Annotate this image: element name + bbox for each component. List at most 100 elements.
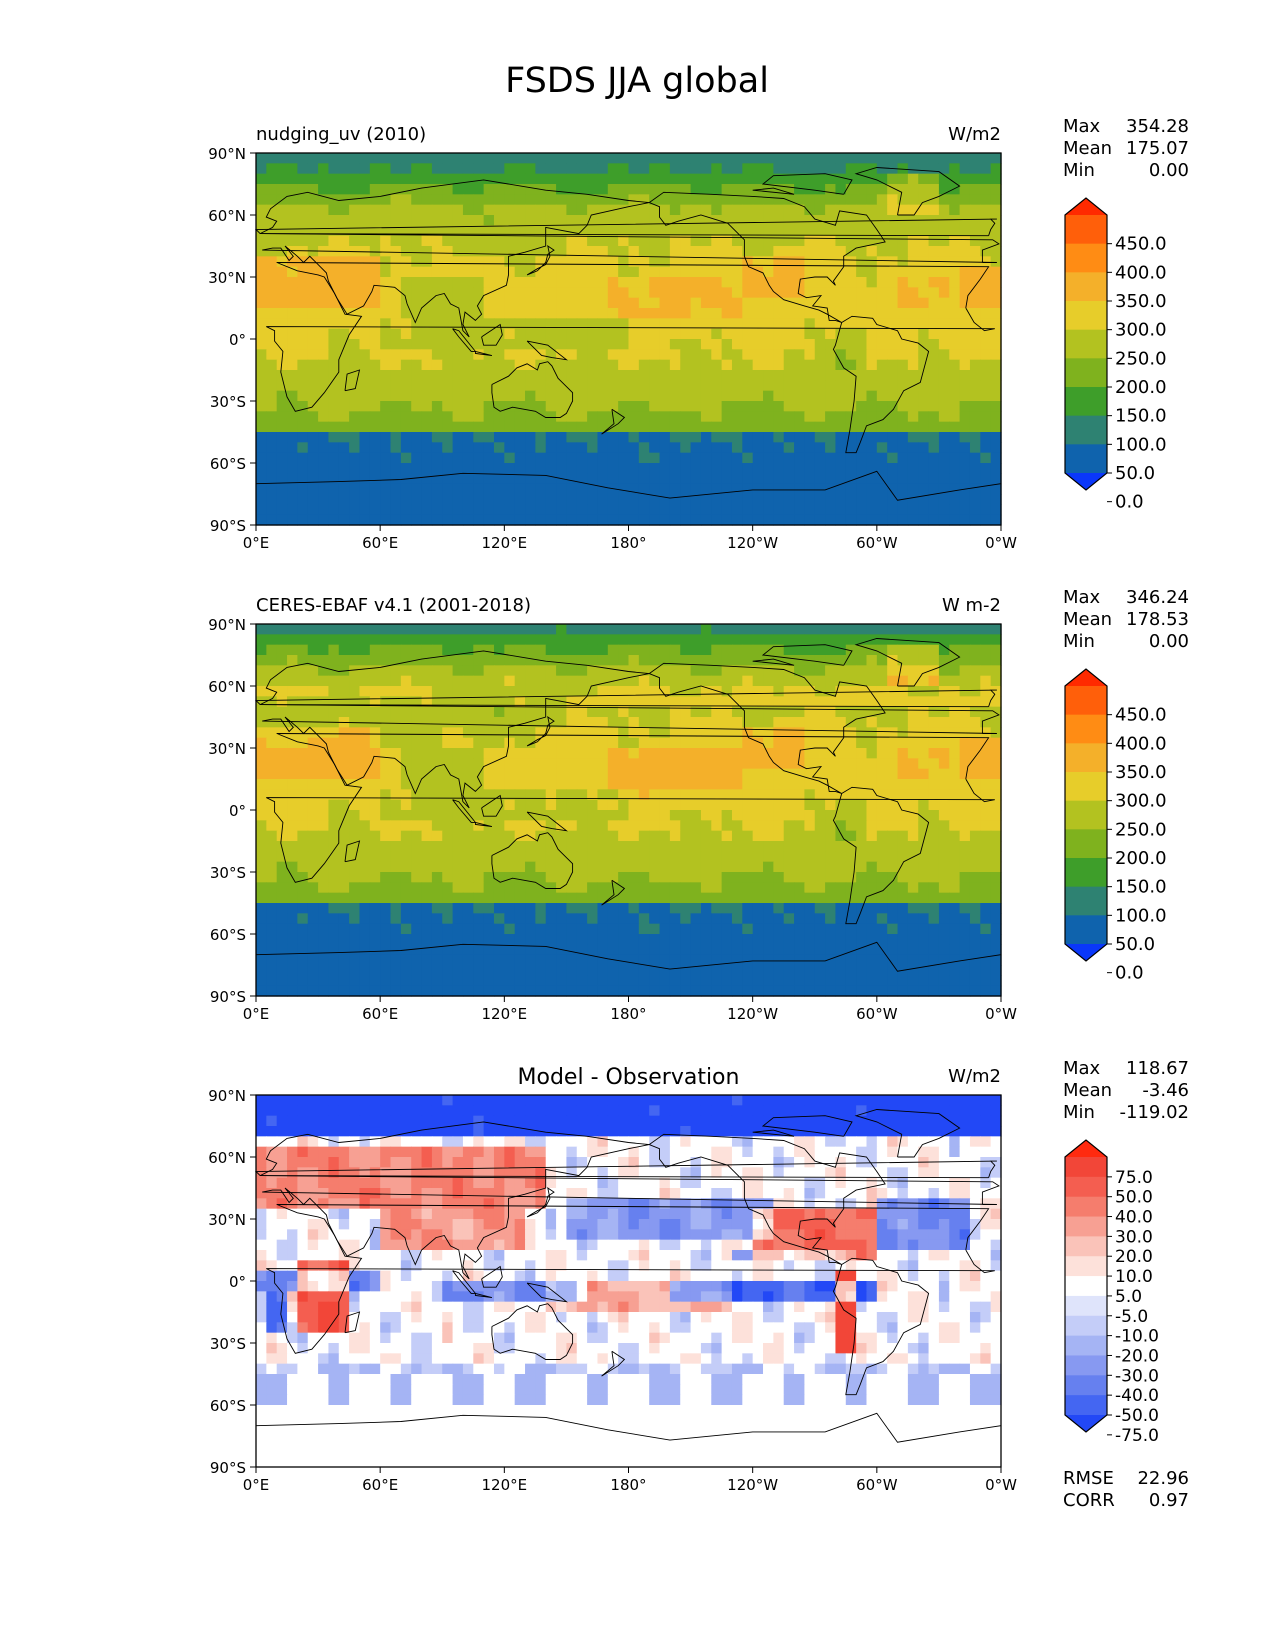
heatmap-cell [369,675,381,687]
heatmap-cell [835,421,847,433]
heatmap-cell [462,411,474,423]
heatmap-cell [721,339,733,350]
heatmap-cell [711,799,723,811]
heatmap-cell [266,923,278,935]
heatmap-cell [462,318,474,330]
heatmap-cell [721,204,733,216]
heatmap-cell [856,882,868,894]
heatmap-cell [897,266,909,278]
heatmap-cell [928,624,940,635]
heatmap-cell [845,872,857,883]
heatmap-cell [990,841,1002,852]
heatmap-cell [794,903,806,914]
heatmap-cell [576,851,588,863]
heatmap-cell [887,727,899,739]
heatmap-cell [866,892,878,904]
heatmap-cell [721,463,733,474]
heatmap-cell [566,727,578,739]
heatmap-cell [742,872,754,883]
heatmap-cell [452,277,464,288]
heatmap-cell [390,401,402,412]
heatmap-cell [825,246,837,257]
heatmap-cell [825,339,837,350]
heatmap-cell [731,225,743,237]
heatmap-cell [680,644,692,656]
heatmap-cell [669,634,681,646]
heatmap-cell [814,810,826,821]
heatmap-cell [380,380,392,392]
heatmap-cell [297,706,309,718]
heatmap-cell [452,266,464,278]
heatmap-cell [794,923,806,935]
heatmap-cell [773,308,785,319]
heatmap-cell [783,748,795,759]
heatmap-cell [618,892,630,904]
heatmap-cell [649,463,661,474]
heatmap-cell [928,266,940,278]
heatmap-cell [307,768,319,780]
heatmap-cell [545,944,557,956]
heatmap-cell [349,892,361,904]
heatmap-cell [980,624,992,635]
heatmap-cell [949,380,961,392]
heatmap-cell [918,380,930,392]
heatmap-cell [669,872,681,883]
heatmap-cell [804,799,816,811]
heatmap-cell [535,841,547,852]
heatmap-cell [814,390,826,402]
heatmap-cell [959,287,971,299]
heatmap-cell [483,235,495,247]
heatmap-cell [618,225,630,237]
heatmap-cell [845,655,857,666]
heatmap-cell [938,339,950,350]
heatmap-cell [763,204,774,216]
heatmap-cell [659,473,671,485]
heatmap-cell [980,706,992,718]
heatmap-cell [297,339,309,350]
heatmap-cell [338,799,350,811]
heatmap-cell [835,892,847,904]
heatmap-cell [359,903,371,914]
heatmap-cell [504,308,516,319]
heatmap-cell [473,758,485,770]
heatmap-cell [876,923,888,935]
heatmap-cell [649,235,661,247]
heatmap-cell [597,717,609,728]
heatmap-cell [659,184,671,195]
heatmap-cell [462,287,474,299]
heatmap-cell [587,308,599,319]
heatmap-cell [949,297,961,309]
heatmap-cell [887,359,899,371]
heatmap-cell [483,810,495,821]
heatmap-cell [711,349,723,361]
heatmap-cell [504,184,516,195]
heatmap-cell [390,235,402,247]
heatmap-cell [307,841,319,852]
coastline [259,179,1000,338]
heatmap-cell [990,494,1002,505]
heatmap-cell [545,204,557,216]
heatmap-cell [659,173,671,185]
heatmap-cell [990,235,1002,247]
heatmap-cell [483,504,495,516]
heatmap-cell [369,246,381,257]
heatmap-cell [649,675,661,687]
coastline [491,361,574,418]
heatmap-cell [783,934,795,945]
heatmap-cell [493,913,505,925]
heatmap-cell [576,934,588,945]
heatmap-cell [493,675,505,687]
heatmap-cell [525,483,536,495]
heatmap-cell [462,473,474,485]
heatmap-cell [949,401,961,412]
heatmap-cell [287,349,298,361]
heatmap-cell [328,810,340,821]
heatmap-cell [969,463,981,474]
heatmap-cell [752,644,764,656]
heatmap-cell [462,483,474,495]
heatmap-cell [835,934,847,945]
heatmap-cell [545,328,557,340]
heatmap-cell [576,215,588,226]
heatmap-cell [504,892,516,904]
heatmap-cell [307,706,319,718]
